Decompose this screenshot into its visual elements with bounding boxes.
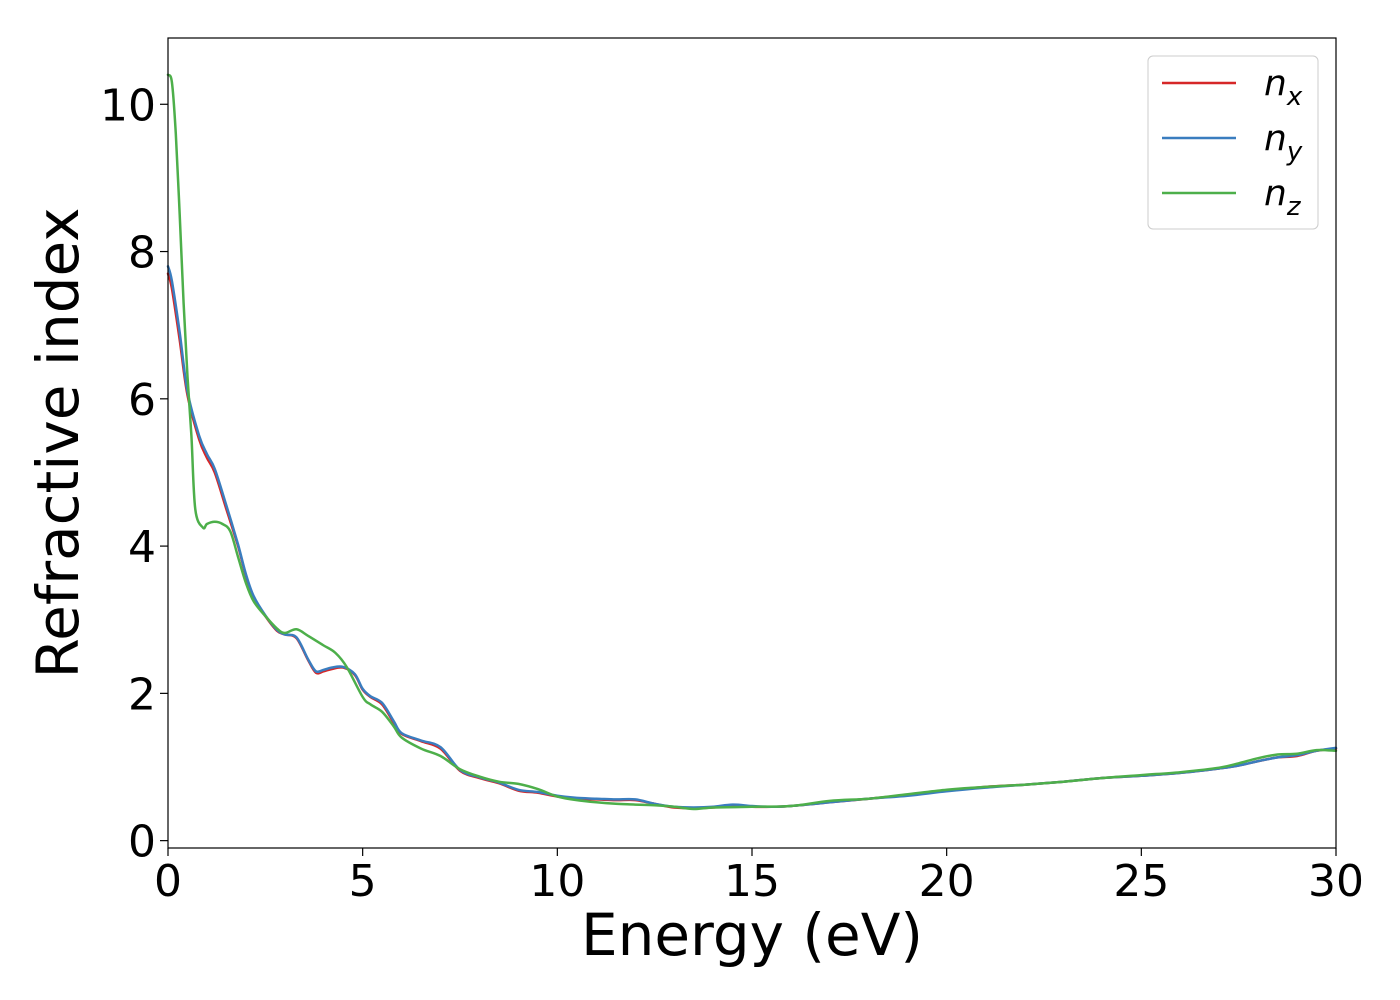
- legend-label-ny: ny: [1264, 118, 1303, 167]
- series-layer: [166, 73, 1338, 811]
- x-tick-label: 5: [349, 856, 377, 907]
- x-axis-label: Energy (eV): [581, 901, 923, 969]
- y-tick-label: 4: [128, 522, 156, 573]
- legend-box: [1147, 55, 1319, 230]
- legend: nx ny nz: [1147, 55, 1319, 230]
- x-tick-label: 10: [529, 856, 585, 907]
- y-axis-label: Refractive index: [24, 207, 92, 678]
- x-tick-label: 30: [1308, 856, 1364, 907]
- legend-label-nz: nz: [1264, 173, 1302, 222]
- y-axis-ticks: 0 2 4 6 8 10: [100, 80, 168, 868]
- y-tick-label: 0: [128, 817, 156, 868]
- y-tick-label: 2: [128, 669, 156, 720]
- legend-label-nx: nx: [1264, 63, 1303, 112]
- y-tick-label: 8: [128, 228, 156, 279]
- series-line-nz: [166, 73, 1338, 811]
- x-tick-label: 0: [154, 856, 182, 907]
- x-tick-label: 20: [919, 856, 975, 907]
- x-tick-label: 15: [724, 856, 780, 907]
- y-tick-label: 6: [128, 375, 156, 426]
- x-tick-label: 25: [1113, 856, 1169, 907]
- x-axis-ticks: 0 5 10 15 20 25 30: [154, 848, 1364, 907]
- y-tick-label: 10: [100, 80, 156, 131]
